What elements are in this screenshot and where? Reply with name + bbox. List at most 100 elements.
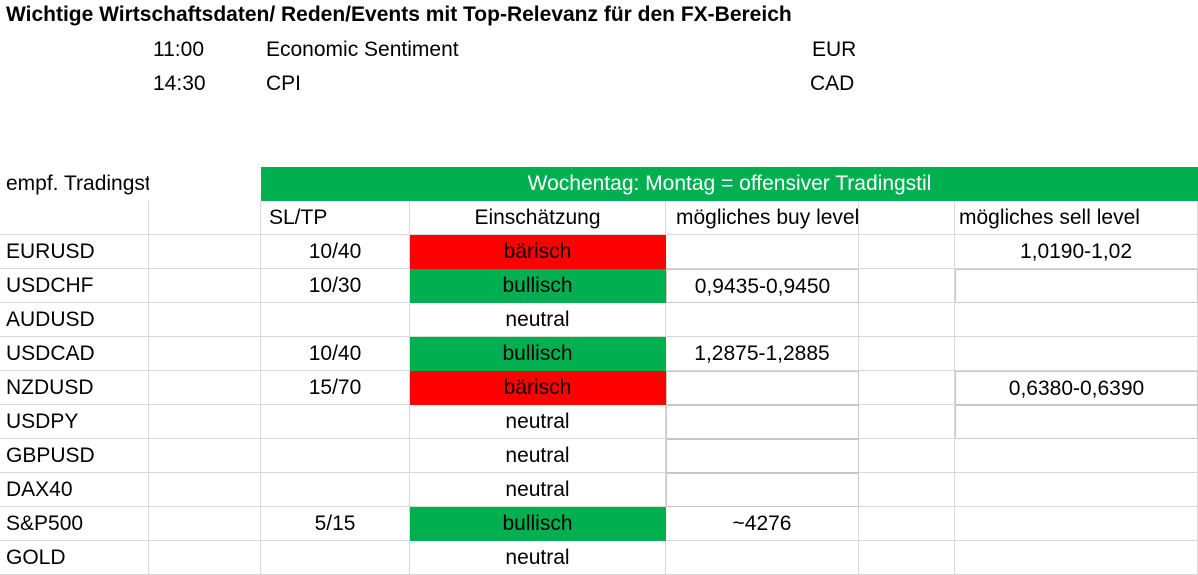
trading-table: empf. Tradingstil -> Wochentag: Montag =… xyxy=(0,167,1198,575)
empty-cell xyxy=(149,541,261,575)
event-currency: CAD xyxy=(810,72,855,95)
assessment-cell: bärisch xyxy=(410,235,666,269)
buy-level-cell xyxy=(666,303,859,337)
empty-cell xyxy=(149,473,261,507)
assessment-cell: neutral xyxy=(410,473,666,507)
empty-cell xyxy=(859,337,955,371)
sell-level-cell: 1,0190-1,02 xyxy=(955,235,1198,269)
empty-cell xyxy=(859,371,955,405)
header-empty xyxy=(149,201,261,235)
assessment-cell: neutral xyxy=(410,439,666,473)
sltp-cell: 15/70 xyxy=(261,371,410,405)
event-time: 14:30 xyxy=(153,72,206,95)
sell-level-cell xyxy=(955,303,1198,337)
empty-cell xyxy=(859,303,955,337)
table-row: USDCAD 10/40 bullisch 1,2875-1,2885 xyxy=(0,337,1198,371)
event-currency: EUR xyxy=(812,38,857,61)
table-row: USDPY neutral xyxy=(0,405,1198,439)
header-empty xyxy=(859,201,955,235)
sell-level-cell xyxy=(955,541,1198,575)
empty-cell xyxy=(859,439,955,473)
table-row: AUDUSD neutral xyxy=(0,303,1198,337)
trading-style-row: empf. Tradingstil -> Wochentag: Montag =… xyxy=(0,167,1198,201)
empty-cell xyxy=(149,167,261,201)
event-name: Economic Sentiment xyxy=(266,38,459,61)
sell-level-cell xyxy=(955,473,1198,507)
sltp-cell: 10/40 xyxy=(261,337,410,371)
empty-cell xyxy=(149,405,261,439)
page-title: Wichtige Wirtschaftsdaten/ Reden/Events … xyxy=(6,3,792,26)
header-buy-level: mögliches buy level xyxy=(666,201,859,235)
symbol-cell: NZDUSD xyxy=(0,371,149,405)
buy-level-cell xyxy=(666,439,859,473)
empty-cell xyxy=(149,439,261,473)
buy-level-cell xyxy=(666,473,859,507)
buy-level-cell xyxy=(666,235,859,269)
event-time: 11:00 xyxy=(153,38,204,61)
empty-cell xyxy=(859,269,955,303)
assessment-cell: bullisch xyxy=(410,337,666,371)
empty-cell xyxy=(859,235,955,269)
table-row: GOLD neutral xyxy=(0,541,1198,575)
table-row: GBPUSD neutral xyxy=(0,439,1198,473)
empty-cell xyxy=(149,337,261,371)
sltp-cell xyxy=(261,439,410,473)
symbol-cell: GOLD xyxy=(0,541,149,575)
empty-cell xyxy=(149,371,261,405)
header-sell-level: mögliches sell level xyxy=(955,201,1198,235)
table-row: S&P500 5/15 bullisch ~4276 xyxy=(0,507,1198,541)
table-header-row: SL/TP Einschätzung mögliches buy level m… xyxy=(0,201,1198,235)
header-assessment: Einschätzung xyxy=(410,201,666,235)
header-sltp: SL/TP xyxy=(261,201,410,235)
sell-level-cell xyxy=(955,337,1198,371)
buy-level-cell: 1,2875-1,2885 xyxy=(666,337,859,371)
symbol-cell: DAX40 xyxy=(0,473,149,507)
sltp-cell xyxy=(261,541,410,575)
assessment-cell: bärisch xyxy=(410,371,666,405)
symbol-cell: USDCAD xyxy=(0,337,149,371)
assessment-cell: bullisch xyxy=(410,269,666,303)
buy-level-cell xyxy=(666,405,859,439)
assessment-cell: neutral xyxy=(410,405,666,439)
sltp-cell: 5/15 xyxy=(261,507,410,541)
symbol-cell: GBPUSD xyxy=(0,439,149,473)
symbol-cell: EURUSD xyxy=(0,235,149,269)
table-row: EURUSD 10/40 bärisch 1,0190-1,02 xyxy=(0,235,1198,269)
empty-cell xyxy=(149,235,261,269)
assessment-cell: neutral xyxy=(410,303,666,337)
buy-level-cell xyxy=(666,541,859,575)
symbol-cell: S&P500 xyxy=(0,507,149,541)
empty-cell xyxy=(149,269,261,303)
table-row: DAX40 neutral xyxy=(0,473,1198,507)
symbol-cell: USDPY xyxy=(0,405,149,439)
symbol-cell: USDCHF xyxy=(0,269,149,303)
sltp-cell: 10/40 xyxy=(261,235,410,269)
buy-level-cell: 0,9435-0,9450 xyxy=(666,269,859,303)
empty-cell xyxy=(149,507,261,541)
assessment-cell: bullisch xyxy=(410,507,666,541)
header-symbol xyxy=(0,201,149,235)
sltp-cell xyxy=(261,303,410,337)
trading-style-label: empf. Tradingstil -> xyxy=(6,172,149,195)
symbol-cell: AUDUSD xyxy=(0,303,149,337)
buy-level-cell: ~4276 xyxy=(666,507,859,541)
assessment-cell: neutral xyxy=(410,541,666,575)
table-body: EURUSD 10/40 bärisch 1,0190-1,02 USDCHF 10/30… xyxy=(0,235,1198,575)
trading-style-banner: Wochentag: Montag = offensiver Tradingst… xyxy=(261,167,1198,201)
sell-level-cell xyxy=(955,269,1198,303)
sltp-cell xyxy=(261,405,410,439)
sltp-cell xyxy=(261,473,410,507)
event-name: CPI xyxy=(266,72,302,95)
empty-cell xyxy=(859,473,955,507)
sltp-cell: 10/30 xyxy=(261,269,410,303)
empty-cell xyxy=(859,507,955,541)
buy-level-cell xyxy=(666,371,859,405)
empty-cell xyxy=(859,541,955,575)
sell-level-cell xyxy=(955,439,1198,473)
sell-level-cell xyxy=(955,405,1198,439)
table-row: USDCHF 10/30 bullisch 0,9435-0,9450 xyxy=(0,269,1198,303)
empty-cell xyxy=(859,405,955,439)
sell-level-cell xyxy=(955,507,1198,541)
empty-cell xyxy=(149,303,261,337)
sell-level-cell: 0,6380-0,6390 xyxy=(955,371,1198,405)
